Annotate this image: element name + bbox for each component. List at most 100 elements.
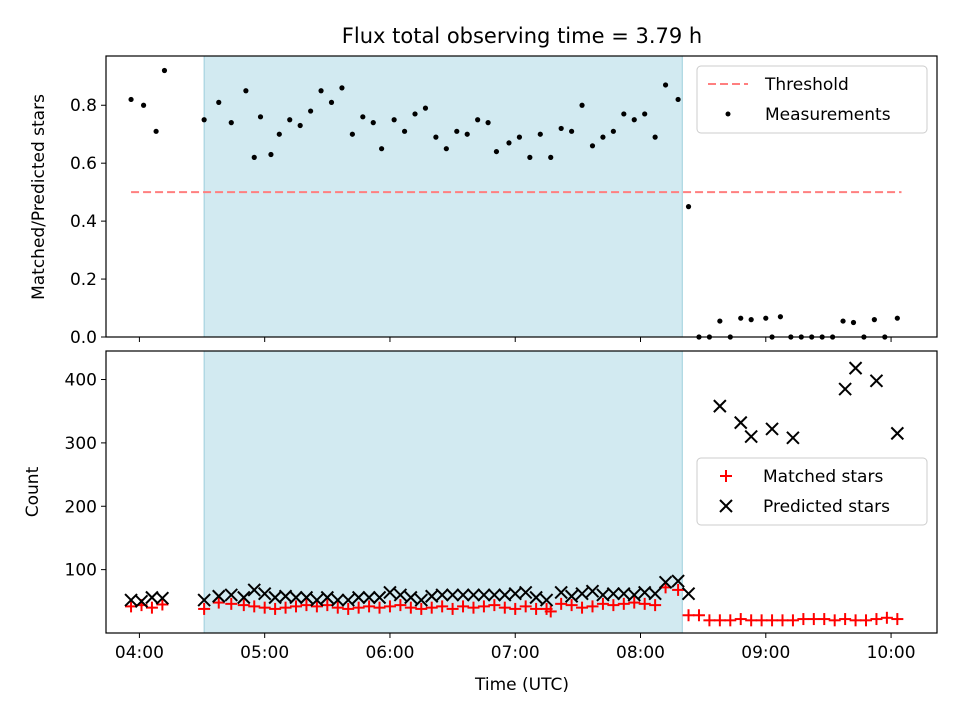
bottom-panel-frame [105,350,938,634]
matched-stars-point [880,611,893,624]
predicted-stars-point [197,593,211,607]
matched-stars-point [797,613,810,626]
predicted-stars-point [320,590,335,605]
chart-title: Flux total observing time = 3.79 h [342,24,702,48]
measurements-point [422,105,429,111]
matched-stars-point [818,613,831,626]
measurements-point [685,204,692,210]
predicted-stars-point [383,585,397,600]
measurements-point [287,117,293,123]
predicted-stars-point [372,590,387,605]
predicted-stars-point [435,588,449,602]
measurements-point [297,122,303,129]
measurements-point [642,111,648,117]
measurements-point [738,315,744,321]
predicted-stars-point [445,588,460,602]
predicted-stars-point [289,590,303,605]
predicted-stars-point [765,422,779,436]
measurements-point [349,131,355,137]
predicted-stars-point [585,584,600,598]
measurements-point [662,82,669,88]
predicted-stars-point [575,587,589,601]
matched-stars-point [617,597,630,610]
matched-stars-point [530,602,543,615]
matched-stars-point [638,597,651,610]
bottom-panel-ylabel: Count [23,466,43,517]
matched-stars-point [839,613,852,626]
measurements-point [631,117,637,123]
predicted-stars-point [393,588,408,602]
matched-stars-point [766,614,779,627]
matched-stars-point [498,601,511,614]
predicted-stars-point [713,399,727,413]
measurements-point [370,120,376,126]
matched-legend-label: Matched stars [763,467,883,487]
predicted-stars-point [310,593,324,607]
predicted-stars-point [606,587,621,601]
predicted-stars-point [404,590,418,605]
matched-stars-point [145,601,158,614]
measurements-point [379,146,385,152]
top-panel-marks [128,67,902,340]
bottom-panel-marks [124,361,905,627]
matched-stars-point [555,597,568,610]
matched-stars-point [198,602,211,615]
x-tick-label: 08:00 [616,643,665,663]
matched-stars-point [713,614,726,627]
matched-stars-point [248,600,261,613]
matched-stars-point [703,614,716,627]
measurements-point [537,131,543,137]
measurements-point [339,85,345,91]
x-tick-label: 10:00 [867,643,916,663]
matched-stars-point [849,614,862,627]
measurements-point [328,99,335,105]
predicted-stars-point [554,585,568,600]
measurements-point [308,108,314,114]
measurements-point [475,117,481,123]
predicted-stars-point [351,590,366,605]
matched-stars-point [269,602,282,615]
y-tick-label: 0.6 [70,154,97,174]
predicted-stars-point [134,594,149,609]
y-tick-label: 0.2 [70,270,97,290]
measurements-point [493,148,500,155]
measurements-point [140,102,147,108]
matched-stars-point [237,599,250,612]
measurements-point [257,114,264,120]
matched-stars-point [290,600,303,613]
measurements-point [675,96,681,103]
predicted-stars-point [466,588,481,602]
matched-stars-point [352,601,365,614]
x-tick-label: 07:00 [491,643,540,663]
measurements-point [454,128,460,134]
measurements-point [401,128,408,134]
matched-stars-point [565,599,578,612]
matched-stars-point [860,614,873,627]
matched-stars-point [828,614,841,627]
predicted-stars-point [734,415,748,430]
matched-stars-point [383,600,396,613]
matched-stars-point [436,600,449,613]
matched-stars-point [755,614,768,627]
predicted-stars-point [341,593,355,607]
top-panel-ylabel: Matched/Predicted stars [29,94,49,300]
matched-stars-point [596,597,609,610]
x-tick-label: 04:00 [115,643,164,663]
matched-stars-point [331,601,344,614]
measurements-point [243,88,249,94]
matched-stars-point [628,596,641,609]
measurements-point [871,317,877,323]
bottom-panel: 100 200 300 400 04:00 05:00 06:00 07:00 08:00 09:… [23,350,938,663]
matched-stars-point [544,605,557,618]
predicted-stars-point [890,426,905,441]
measurements-legend-swatch [725,111,731,117]
measurements-point [161,67,168,74]
matched-stars-point [342,602,355,615]
predicted-stars-point [237,590,251,605]
predicted-stars-point [744,429,758,444]
measurements-point [268,151,274,158]
matched-stars-point [457,600,470,613]
measurements-point [717,318,723,324]
x-axis-label: Time (UTC) [474,675,569,695]
matched-stars-point [279,601,292,614]
